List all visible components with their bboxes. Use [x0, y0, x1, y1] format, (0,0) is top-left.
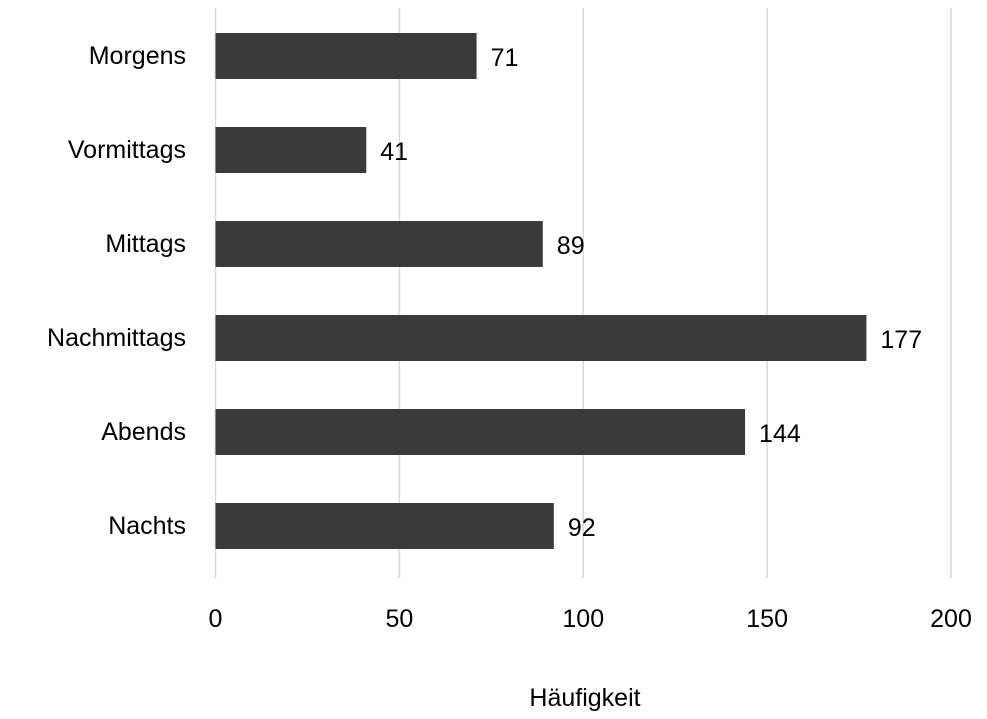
- bar-mittags: [215, 221, 543, 267]
- bars: [215, 33, 867, 549]
- category-label-vormittags: Vormittags: [68, 136, 186, 164]
- bar-morgens: [215, 33, 477, 79]
- category-label-mittags: Mittags: [105, 230, 186, 258]
- value-label-nachts: 92: [568, 514, 596, 542]
- bar-abends: [215, 409, 746, 455]
- x-tick-label-50: 50: [385, 605, 413, 633]
- data-labels: 71 41 89 177 144 92: [380, 44, 922, 542]
- bar-nachts: [215, 503, 554, 549]
- category-axis: Morgens Vormittags Mittags Nachmittags Abend…: [47, 42, 186, 540]
- value-label-abends: 144: [759, 420, 801, 448]
- value-label-mittags: 89: [557, 232, 585, 260]
- x-tick-label-150: 150: [746, 605, 788, 633]
- value-label-vormittags: 41: [380, 138, 408, 166]
- x-axis-title: Häufigkeit: [529, 684, 640, 712]
- x-tick-label-200: 200: [930, 605, 972, 633]
- category-label-nachts: Nachts: [108, 512, 186, 540]
- category-label-morgens: Morgens: [89, 42, 186, 70]
- x-tick-label-100: 100: [562, 605, 604, 633]
- bar-vormittags: [215, 127, 367, 173]
- value-axis: 0 50 100 150 200: [209, 605, 972, 633]
- value-label-morgens: 71: [491, 44, 519, 72]
- value-label-nachmittags: 177: [880, 326, 922, 354]
- category-label-abends: Abends: [101, 418, 186, 446]
- x-tick-label-0: 0: [209, 605, 223, 633]
- bar-nachmittags: [215, 315, 867, 361]
- category-label-nachmittags: Nachmittags: [47, 324, 186, 352]
- grid: [214, 8, 952, 578]
